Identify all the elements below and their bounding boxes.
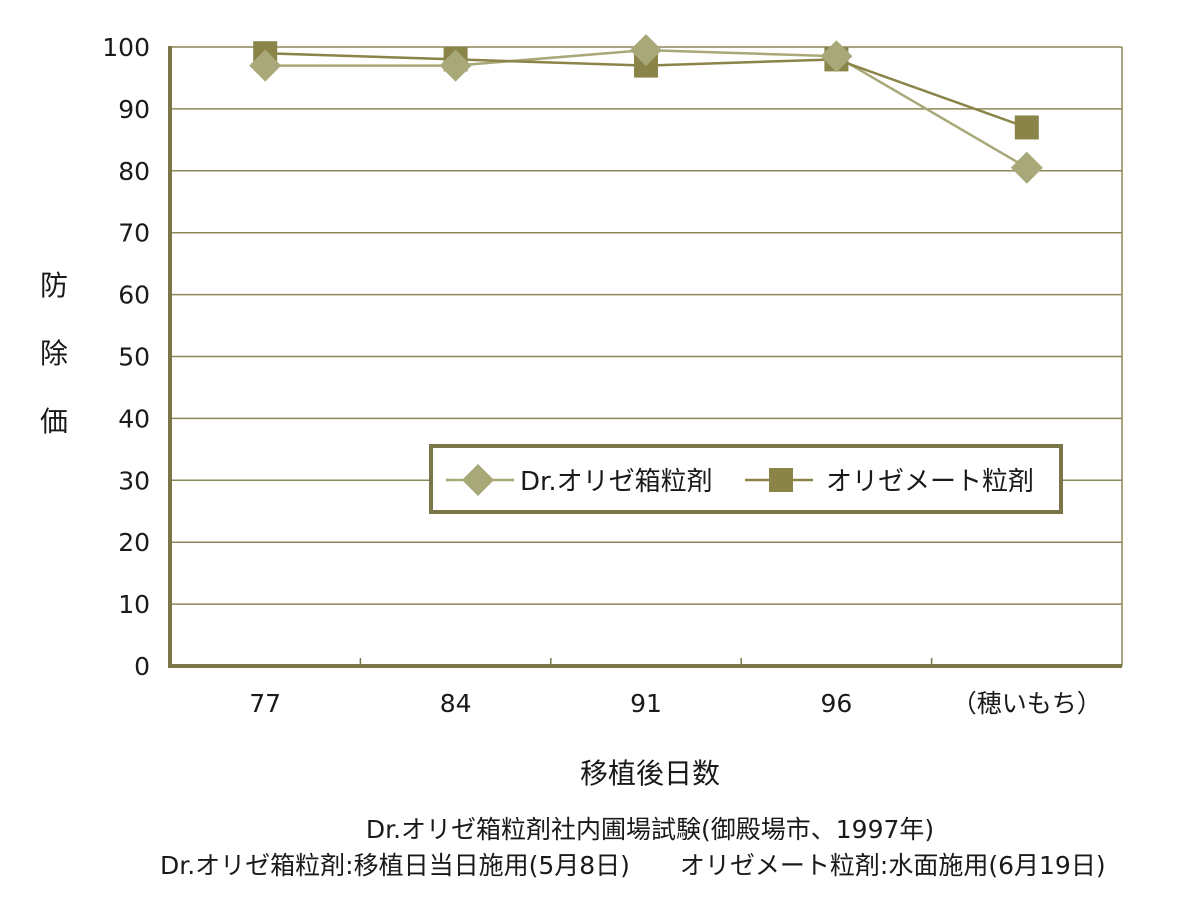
data-point-diamond — [630, 34, 662, 67]
caption-title: Dr.オリゼ箱粒剤社内圃場試験(御殿場市、1997年) — [365, 815, 935, 844]
y-axis-label-char-3: 価 — [40, 405, 69, 438]
data-point-square — [1014, 115, 1039, 140]
x-axis-label: 移植後日数 — [579, 757, 720, 790]
caption-application-note: Dr.オリゼ箱粒剤:移植日当日施用(5月8日) オリゼメート粒剤:水面施用(6月… — [160, 851, 1106, 880]
y-tick-label: 50 — [118, 343, 150, 372]
y-axis-label-char-2: 除 — [40, 337, 69, 370]
data-point-square — [769, 468, 793, 492]
x-tick-label: 96 — [820, 689, 852, 718]
y-tick-label: 30 — [118, 466, 150, 495]
y-tick-label: 90 — [118, 95, 150, 124]
y-tick-label: 80 — [118, 157, 150, 186]
x-tick-label: 77 — [249, 689, 281, 718]
y-tick-label: 20 — [118, 528, 150, 557]
data-point-diamond — [1010, 151, 1043, 184]
y-tick-label: 40 — [118, 404, 150, 433]
legend-label: オリゼメート粒剤 — [826, 467, 1034, 497]
legend-label: Dr.オリゼ箱粒剤 — [520, 467, 713, 497]
y-tick-label: 60 — [118, 281, 150, 310]
x-tick-label: 91 — [630, 689, 662, 718]
data-point-diamond — [820, 40, 853, 73]
data-point-diamond — [249, 49, 282, 82]
data-point-diamond — [462, 464, 494, 496]
data-point-diamond — [439, 49, 472, 82]
y-axis-label-char-1: 防 — [40, 269, 69, 302]
x-tick-label: （穂いもち） — [952, 689, 1102, 718]
y-tick-label: 70 — [118, 219, 150, 248]
y-tick-label: 100 — [102, 33, 150, 62]
x-tick-label: 84 — [440, 689, 472, 718]
y-tick-label: 0 — [134, 652, 150, 681]
y-tick-label: 10 — [118, 590, 150, 619]
